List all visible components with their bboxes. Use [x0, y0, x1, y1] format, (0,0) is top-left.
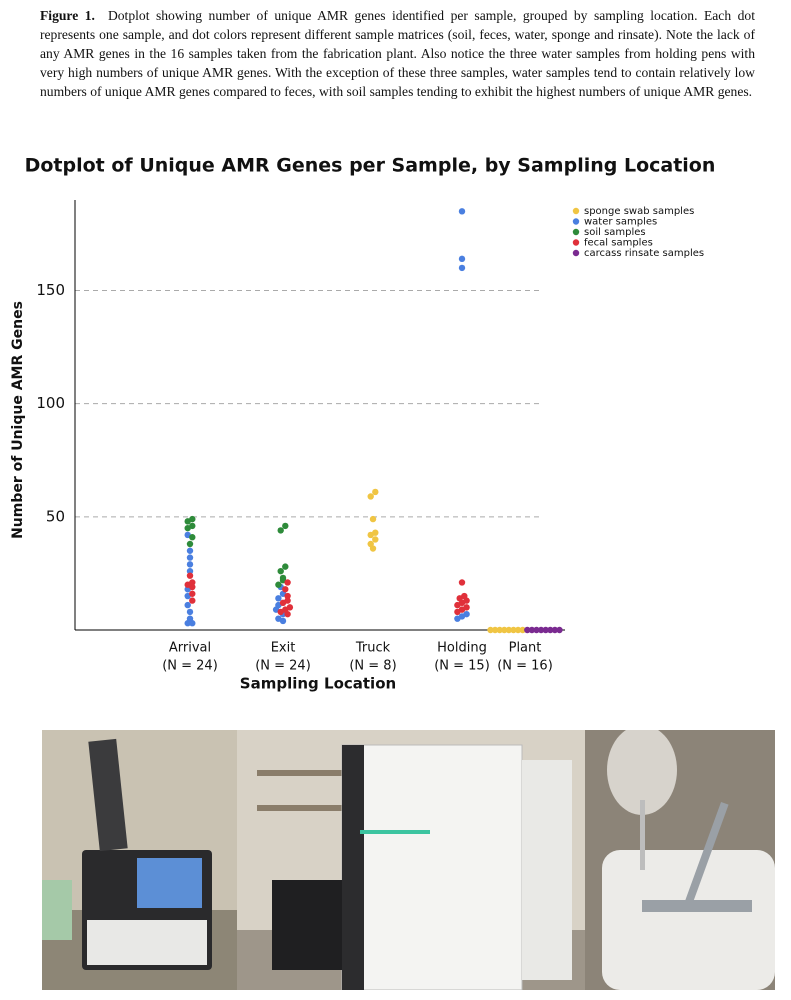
dot: [458, 264, 466, 272]
x-tick-label: Arrival: [169, 641, 211, 656]
dot: [282, 586, 289, 593]
dot: [514, 626, 522, 634]
dot: [189, 515, 196, 523]
dot: [286, 604, 294, 611]
dot: [275, 595, 282, 602]
dot: [279, 574, 287, 582]
x-tick-label: Exit: [271, 641, 296, 656]
dot: [186, 567, 194, 575]
x-tick-count: (N = 8): [349, 659, 396, 674]
legend-label: sponge swab samples: [584, 206, 694, 217]
dot: [524, 626, 531, 634]
dot: [458, 208, 466, 215]
legend-label: fecal samples: [584, 238, 653, 249]
x-tick-label: Holding: [437, 641, 487, 656]
dot: [189, 590, 196, 597]
dot: [275, 581, 282, 588]
dot: [189, 597, 196, 604]
dot: [501, 626, 508, 634]
photo-strip: [42, 730, 775, 990]
dot: [487, 626, 494, 634]
legend-label: soil samples: [584, 227, 646, 238]
chart-title: Dotplot of Unique AMR Genes per Sample, …: [25, 155, 716, 177]
dot: [547, 626, 554, 634]
dot: [186, 615, 194, 622]
dot: [184, 601, 191, 609]
dot: [189, 534, 196, 541]
y-tick-label: 150: [36, 281, 65, 299]
dot: [372, 488, 379, 496]
dot: [367, 540, 374, 548]
legend-label: carcass rinsate samples: [584, 248, 704, 259]
x-axis-label: Sampling Location: [240, 675, 396, 693]
dot: [463, 610, 470, 618]
x-tick-count: (N = 24): [255, 659, 311, 674]
dot: [496, 626, 503, 634]
dot: [284, 597, 291, 604]
dot: [189, 522, 196, 530]
dot: [533, 626, 540, 634]
dot: [528, 626, 536, 634]
dot: [491, 626, 499, 634]
y-tick-label: 100: [36, 394, 65, 412]
dot: [186, 572, 194, 579]
dot: [277, 567, 284, 575]
photo: [237, 730, 585, 990]
x-tick-count: (N = 16): [497, 659, 553, 674]
dot: [458, 255, 466, 263]
dot: [186, 554, 194, 561]
dot: [461, 592, 468, 600]
caption-label: Figure 1.: [40, 8, 95, 23]
dot: [369, 515, 377, 523]
legend-swatch: [572, 239, 580, 246]
dot: [372, 536, 379, 543]
dot: [505, 626, 513, 634]
legend-swatch: [572, 249, 580, 257]
x-tick-count: (N = 15): [434, 659, 490, 674]
dot: [186, 547, 194, 554]
dot: [186, 608, 194, 616]
dot: [282, 522, 289, 530]
dot: [284, 592, 291, 600]
dot: [277, 527, 284, 534]
y-tick-label: 50: [46, 507, 65, 525]
legend-swatch: [572, 207, 580, 215]
dot: [372, 529, 379, 536]
dot: [519, 626, 526, 634]
legend-swatch: [572, 218, 580, 225]
dot: [542, 626, 549, 634]
dot: [556, 626, 563, 634]
dot: [282, 563, 289, 570]
y-axis-label: Number of Unique AMR Genes: [10, 301, 26, 539]
photo: [42, 730, 237, 990]
photo: [585, 730, 775, 990]
dot: [189, 579, 196, 586]
x-tick-count: (N = 24): [162, 659, 218, 674]
caption-text: Dotplot showing number of unique AMR gen…: [40, 8, 755, 99]
dot: [463, 604, 470, 611]
figure-caption: Figure 1. Dotplot showing number of uniq…: [40, 6, 755, 101]
dot: [537, 626, 545, 634]
x-tick-label: Plant: [509, 641, 542, 656]
dot: [275, 615, 282, 622]
dot: [367, 493, 374, 500]
dot: [186, 540, 194, 548]
legend-swatch: [572, 228, 580, 236]
chart: Dotplot of Unique AMR Genes per Sample, …: [10, 155, 716, 693]
dot: [186, 561, 194, 568]
x-tick-label: Truck: [355, 641, 391, 656]
dot: [510, 626, 517, 634]
dot: [458, 579, 466, 586]
dot: [284, 579, 291, 586]
dot: [551, 626, 559, 634]
legend-label: water samples: [584, 217, 657, 228]
